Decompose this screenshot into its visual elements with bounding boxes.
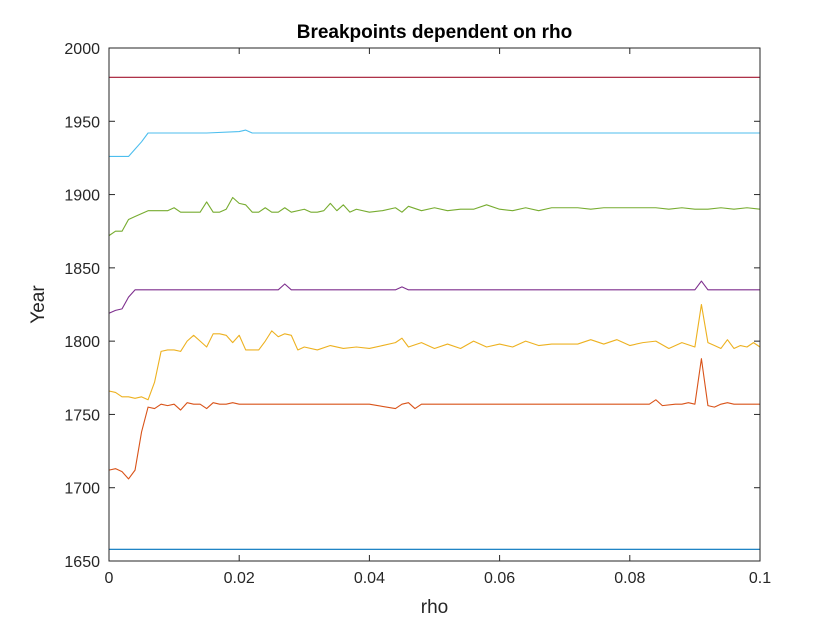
series-line-6: [109, 129, 760, 158]
x-tick-label: 0.04: [354, 570, 385, 587]
plot-box: [108, 47, 761, 562]
chart-title: Breakpoints dependent on rho: [297, 22, 573, 43]
series-line-5: [108, 196, 761, 237]
x-axis-ticks: 0 0.02 0.04 0.06 0.08 0.1: [105, 48, 771, 587]
y-axis-label: Year: [28, 285, 49, 324]
y-tick-label: 1800: [64, 334, 100, 351]
series-layer: [108, 76, 761, 550]
y-tick-label: 1650: [64, 554, 100, 571]
y-tick-label: 1900: [64, 188, 100, 205]
x-tick-label: 0.1: [749, 570, 771, 587]
y-axis-ticks: 1650 1700 1750 1800 1850 1900 1950 2000: [64, 41, 760, 571]
x-tick-label: 0.08: [614, 570, 645, 587]
y-tick-label: 2000: [64, 41, 100, 58]
y-tick-label: 1700: [64, 481, 100, 498]
x-tick-label: 0.06: [484, 570, 515, 587]
series-line-3: [108, 303, 761, 401]
x-tick-label: 0: [105, 570, 114, 587]
x-tick-label: 0.02: [224, 570, 255, 587]
x-axis-label: rho: [421, 597, 448, 618]
plot-area: [109, 48, 760, 561]
series-line-4: [108, 280, 760, 314]
y-tick-label: 1950: [64, 114, 100, 131]
y-tick-label: 1850: [64, 261, 100, 278]
series-line-2: [108, 358, 760, 480]
y-tick-label: 1750: [64, 407, 100, 424]
